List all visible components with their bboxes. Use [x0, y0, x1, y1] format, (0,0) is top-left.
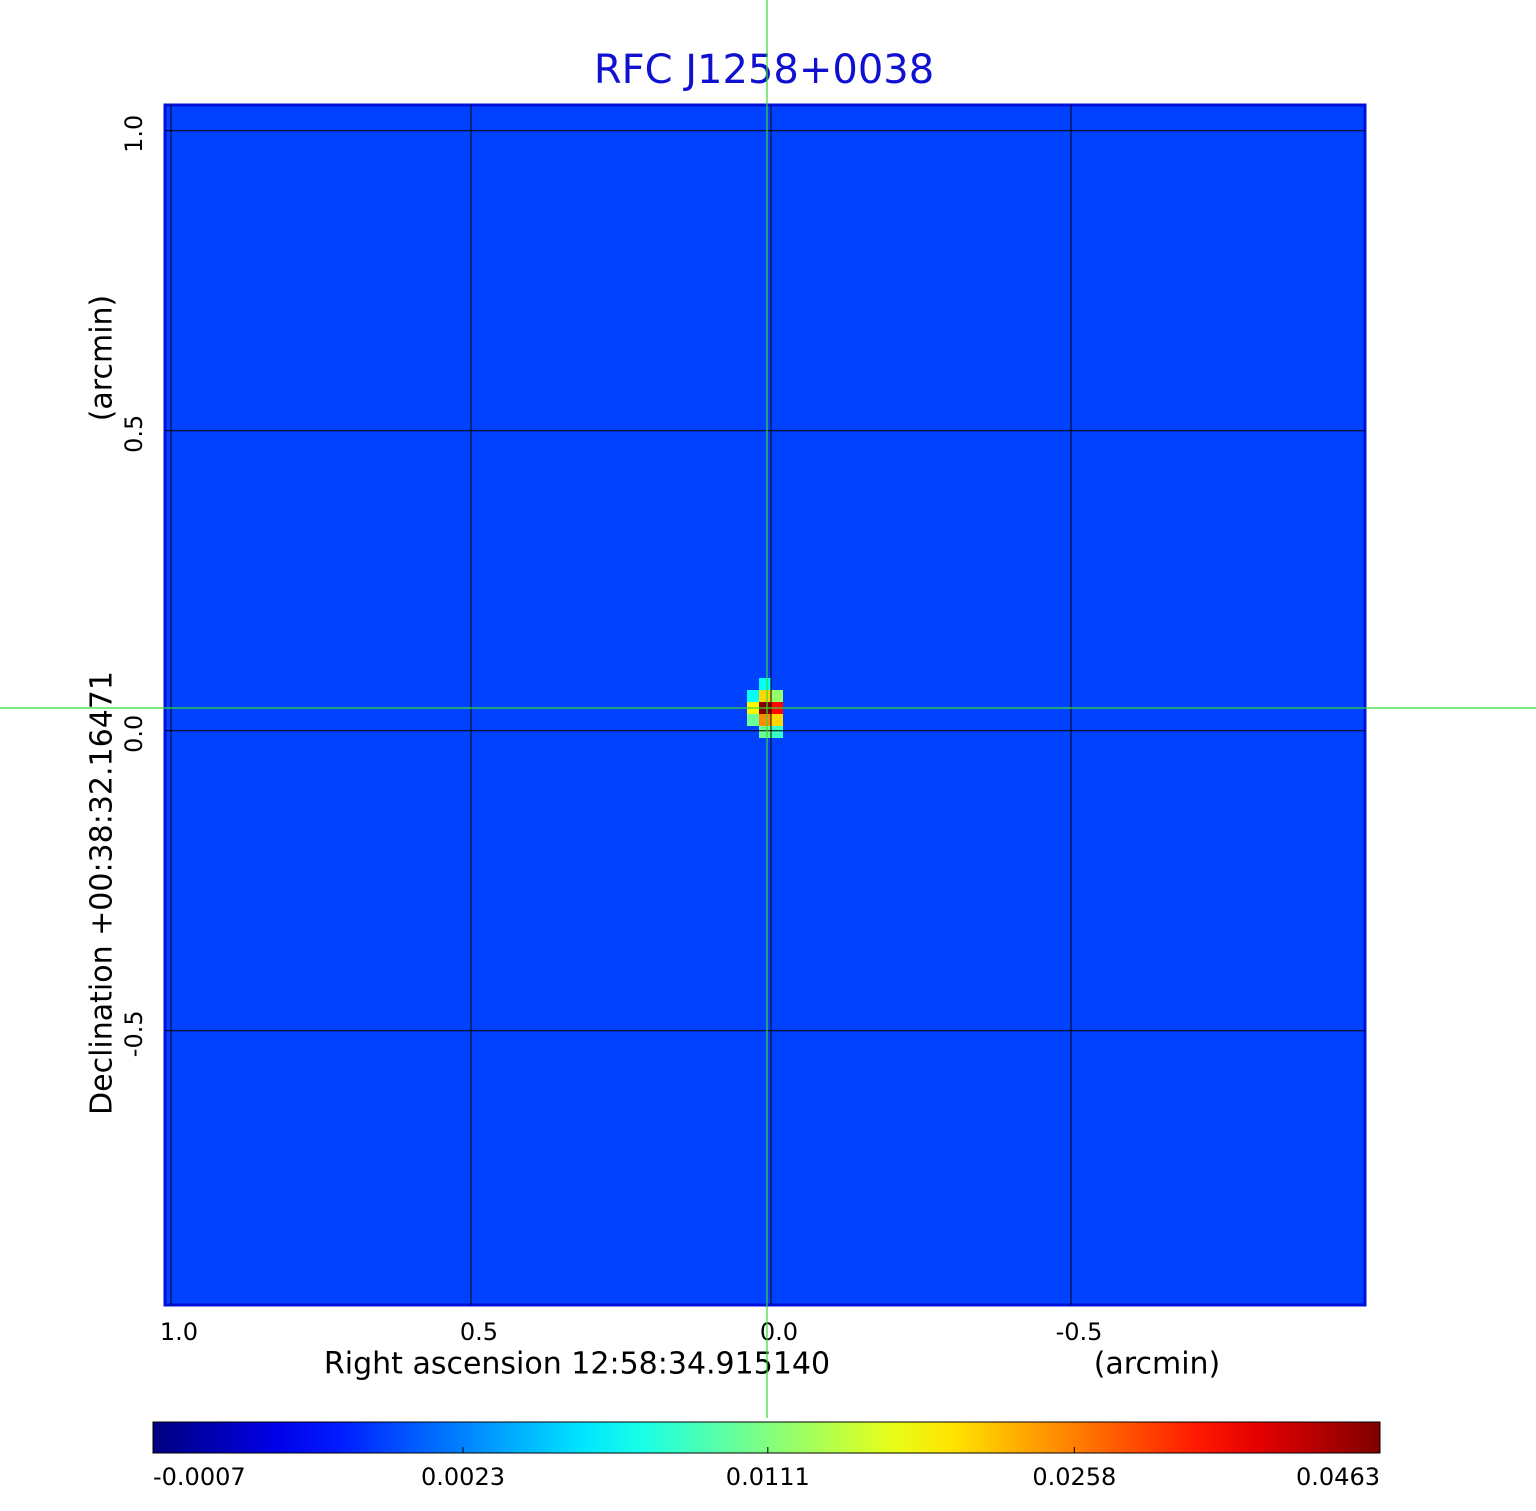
y-tick-label: 1.0	[120, 115, 148, 153]
colorbar-tick-label: 0.0463	[1296, 1463, 1380, 1491]
pixel	[771, 726, 783, 738]
pixel	[759, 690, 771, 702]
y-axis-unit: (arcmin)	[85, 295, 120, 422]
y-tick-label: 0.0	[120, 715, 148, 753]
x-tick-label: 0.0	[760, 1318, 798, 1346]
colorbar-tick-label: -0.0007	[153, 1463, 246, 1491]
pixel	[759, 678, 771, 690]
colorbar-tick-label: 0.0258	[1032, 1463, 1116, 1491]
colorbar-tick-label: 0.0111	[726, 1463, 810, 1491]
pixel	[771, 690, 783, 702]
x-tick-label: 0.5	[460, 1318, 498, 1346]
chart-title: RFC J1258+0038	[594, 47, 934, 93]
y-tick-label: -0.5	[120, 1010, 148, 1057]
plot-layer: 1.0 0.5 0.0 -0.5 1.0 0.5 0.0 -0.5 -0.0007 0.0023 0…	[120, 103, 1381, 1491]
x-axis-unit: (arcmin)	[1094, 1347, 1221, 1382]
pixel	[759, 726, 771, 738]
pixel	[771, 714, 783, 726]
pixel	[747, 714, 759, 726]
pixel	[759, 714, 771, 726]
x-tick-label: 1.0	[160, 1318, 198, 1346]
x-tick-label: -0.5	[1056, 1318, 1103, 1346]
x-axis-label: Right ascension 12:58:34.915140	[324, 1347, 830, 1382]
image-frame	[163, 103, 1367, 1307]
pixel	[747, 690, 759, 702]
colorbar-tick-label: 0.0023	[421, 1463, 505, 1491]
y-tick-label: 0.5	[120, 415, 148, 453]
colorbar	[152, 1421, 1381, 1454]
y-axis-label: Declination +00:38:32.16471	[85, 671, 120, 1115]
